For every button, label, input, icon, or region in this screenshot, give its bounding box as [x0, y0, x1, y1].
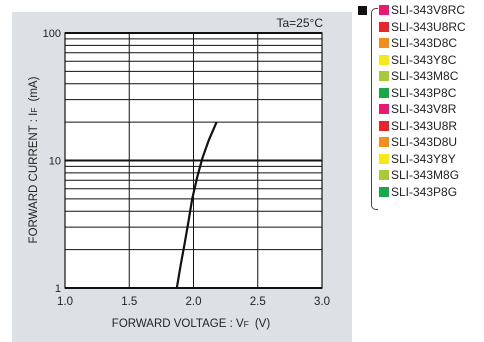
legend-swatch [379, 87, 389, 98]
legend-item: SLI-343D8C [379, 35, 457, 51]
legend-swatch [379, 71, 389, 81]
legend: SLI-343V8RC SLI-343U8RC SLI-343D8C SLI-343Y… [357, 2, 482, 217]
legend-swatch [379, 120, 389, 131]
legend-swatch [379, 54, 389, 65]
condition-label: Ta=25°C [277, 16, 324, 30]
x-axis-label-main: FORWARD VOLTAGE : V [112, 318, 244, 330]
legend-item: SLI-343P8C [379, 85, 456, 101]
y-axis-title: FORWARD CURRENT : IF (mA) [28, 76, 40, 243]
legend-item: SLI-343P8G [379, 184, 457, 200]
x-tick-label: 1.5 [121, 296, 137, 308]
y-axis-label-unit: (mA) [28, 76, 40, 101]
x-tick-label: 2.5 [250, 296, 266, 308]
legend-label: SLI-343P8C [391, 85, 457, 100]
legend-item: SLI-343U8R [379, 118, 457, 134]
legend-swatch [379, 170, 389, 180]
y-tick-label: 10 [49, 156, 61, 168]
legend-label: SLI-343M8C [391, 69, 459, 83]
legend-label: SLI-343D8U [391, 135, 458, 149]
forward-current-curve [175, 121, 218, 289]
x-axis-label-sub: F [244, 319, 249, 329]
x-tick-label: 2.0 [186, 296, 202, 308]
legend-marker [358, 6, 367, 15]
legend-item: SLI-343U8RC [379, 19, 466, 35]
x-tick-labels: 1.0 1.5 2.0 2.5 3.0 [57, 296, 330, 308]
legend-item: SLI-343Y8C [379, 52, 456, 68]
y-tick-label: 100 [43, 28, 61, 40]
legend-swatch [379, 137, 389, 147]
legend-bracket [371, 8, 378, 210]
legend-swatch [379, 186, 389, 197]
x-grid [64, 33, 323, 288]
y-axis-label-sub: F [29, 107, 39, 112]
legend-label: SLI-343Y8C [391, 52, 457, 67]
x-tick-label: 1.0 [57, 296, 73, 308]
x-tick-label: 3.0 [314, 296, 330, 308]
legend-item: SLI-343Y8Y [379, 151, 456, 167]
legend-swatch [379, 5, 389, 15]
legend-item: SLI-343V8RC [379, 2, 465, 18]
legend-swatch [379, 21, 389, 32]
x-axis-title: FORWARD VOLTAGE : VF (V) [112, 318, 271, 330]
legend-label: SLI-343P8G [391, 184, 458, 199]
legend-swatch [379, 104, 389, 114]
x-axis-label-unit: (V) [255, 318, 271, 330]
legend-item: SLI-343M8C [379, 68, 458, 84]
legend-label: SLI-343V8R [391, 102, 457, 116]
y-tick-labels: 1 10 100 [43, 28, 61, 295]
forward-current-chart: 1 10 100 1.0 1.5 2.0 2.5 3.0 Ta=25°C FORWARD V… [12, 12, 352, 342]
legend-label: SLI-343V8RC [391, 3, 466, 17]
legend-label: SLI-343U8RC [391, 19, 466, 34]
legend-swatch [379, 153, 389, 164]
y-tick-label: 1 [55, 283, 61, 295]
legend-label: SLI-343D8C [391, 36, 458, 50]
legend-swatch [379, 38, 389, 48]
y-axis-label-main: FORWARD CURRENT : I [28, 113, 40, 244]
legend-label: SLI-343U8R [391, 118, 458, 133]
legend-item: SLI-343V8R [379, 101, 456, 117]
legend-item: SLI-343M8G [379, 167, 459, 183]
chart-panel: 1 10 100 1.0 1.5 2.0 2.5 3.0 Ta=25°C FORWARD V… [12, 12, 352, 342]
legend-label: SLI-343M8G [391, 168, 460, 182]
legend-item: SLI-343D8U [379, 134, 457, 150]
legend-label: SLI-343Y8Y [391, 151, 456, 166]
